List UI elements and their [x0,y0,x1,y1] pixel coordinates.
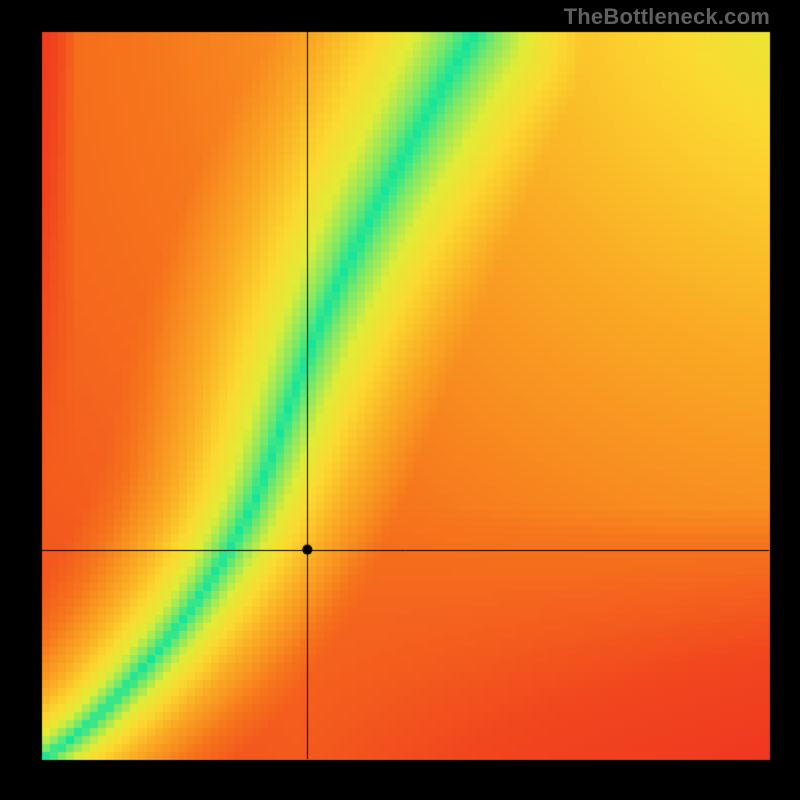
chart-container: TheBottleneck.com [0,0,800,800]
watermark-text: TheBottleneck.com [564,4,770,30]
bottleneck-heatmap [0,0,800,800]
